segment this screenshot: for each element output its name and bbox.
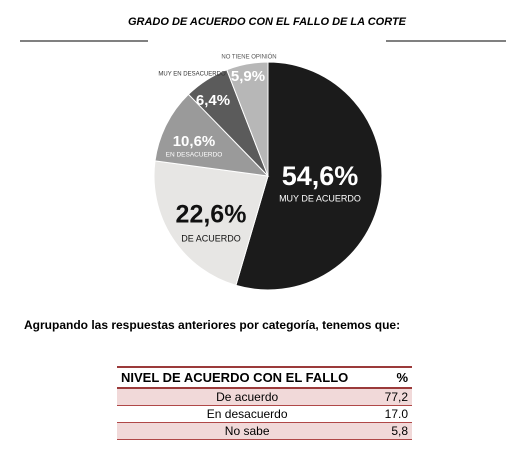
pie-slice	[226, 61, 269, 177]
value-label: 22,6%	[176, 201, 247, 229]
table-row: En desacuerdo 17.0	[117, 405, 412, 423]
chart: GRADO DE ACUERDO CON EL FALLO DE LA CORT…	[20, 16, 506, 291]
table: NIVEL DE ACUERDO CON EL FALLO% De acuerd…	[117, 366, 412, 440]
cell: No sabe	[117, 422, 378, 440]
value-label: 6,4%	[196, 92, 230, 109]
table-row: No sabe 5,8	[117, 422, 412, 440]
value-label: 54,6%	[282, 161, 359, 191]
category-label: EN DESACUERDO	[166, 152, 223, 159]
category-label: MUY DE ACUERDO	[279, 193, 361, 203]
cell: 5,8	[377, 422, 412, 440]
header-cell: %	[377, 366, 412, 389]
category-label: DE ACUERDO	[181, 233, 241, 243]
chart-title: GRADO DE ACUERDO CON EL FALLO DE LA CORT…	[128, 16, 407, 28]
category-label: MUY EN DESACUERDO	[158, 72, 226, 78]
header-cell: NIVEL DE ACUERDO CON EL FALLO	[117, 366, 378, 389]
paragraph: Agrupando las respuestas anteriores por …	[24, 318, 401, 332]
cell: En desacuerdo	[117, 405, 378, 423]
value-label: 5,9%	[231, 68, 265, 85]
pie-slice	[235, 61, 383, 291]
pie-slice	[154, 93, 270, 177]
table-row: De acuerdo 77,2	[117, 388, 412, 406]
category-label: NO TIENE OPINIÓN	[221, 54, 276, 61]
cell: 17.0	[377, 405, 412, 423]
pie-slice	[153, 160, 269, 287]
cell: De acuerdo	[117, 388, 378, 406]
cell: 77,2	[377, 388, 412, 406]
table-header: NIVEL DE ACUERDO CON EL FALLO%	[117, 366, 412, 389]
value-label: 10,6%	[173, 133, 216, 150]
